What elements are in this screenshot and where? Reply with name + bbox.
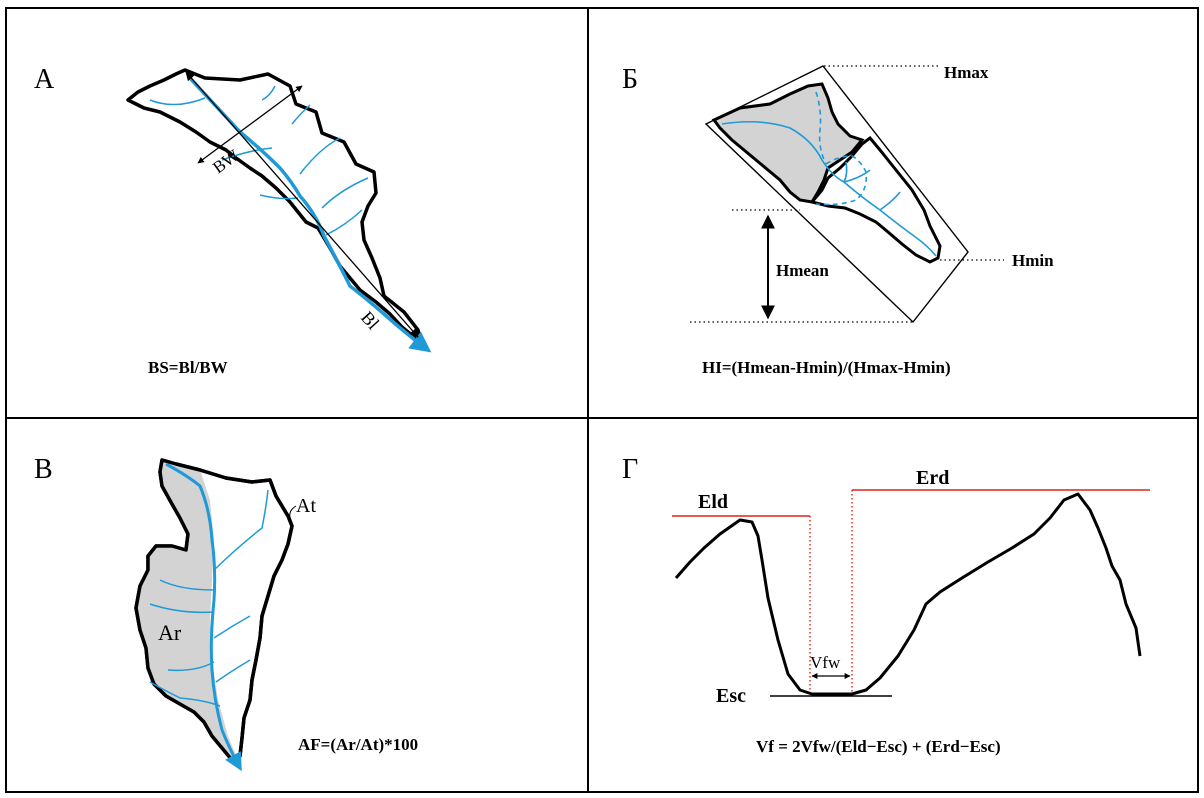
panel-a-letter: А: [34, 64, 55, 95]
at-leader-line: [289, 505, 297, 523]
vf-formula: Vf = 2Vfw/(Eld−Esc) + (Erd−Esc): [756, 737, 1001, 756]
basin-b-shaded-area: [711, 82, 865, 204]
bl-dimension-arrow: [185, 71, 419, 338]
panel-b: Б Hmax Hmin Hmean HI=(Hmean-Hmin)/(Hmax-…: [622, 63, 1054, 377]
panel-v: В At Ar AF=(Ar/At)*100: [34, 454, 418, 772]
elevation-leaders: [690, 65, 1004, 323]
hmax-label: Hmax: [944, 63, 989, 82]
vfw-label: Vfw: [810, 653, 841, 672]
basin-b-divides: [815, 91, 868, 206]
esc-label: Esc: [716, 685, 746, 707]
panel-b-letter: Б: [622, 64, 638, 95]
relief-bounding-box: [704, 65, 969, 324]
af-formula: AF=(Ar/At)*100: [298, 735, 418, 754]
panel-g: Г Eld Erd Vfw Esc Vf = 2Vfw/(Eld−Esc) + …: [622, 454, 1150, 756]
erd-label: Erd: [916, 467, 949, 489]
panel-v-letter: В: [34, 454, 53, 485]
panel-a: А BW Bl BS=Bl/BW: [34, 64, 432, 377]
valley-profile: [674, 492, 1142, 696]
basin-a-outline: [126, 68, 424, 347]
basin-v-outline-stroke: [134, 458, 294, 762]
basin-v-tributaries: [149, 489, 269, 707]
hmin-label: Hmin: [1012, 251, 1054, 270]
outer-frame: [5, 7, 1199, 793]
panel-g-letter: Г: [622, 454, 638, 485]
basin-v-main-stream: [165, 462, 242, 772]
hmean-label: Hmean: [776, 261, 829, 280]
at-label: At: [296, 495, 316, 517]
hi-formula: HI=(Hmean-Hmin)/(Hmax-Hmin): [702, 358, 951, 377]
panel-frames: [5, 7, 1199, 793]
bs-formula: BS=Bl/BW: [148, 358, 228, 377]
eld-label: Eld: [698, 491, 728, 513]
basin-b-streams: [721, 120, 937, 257]
ar-label: Ar: [158, 620, 182, 645]
